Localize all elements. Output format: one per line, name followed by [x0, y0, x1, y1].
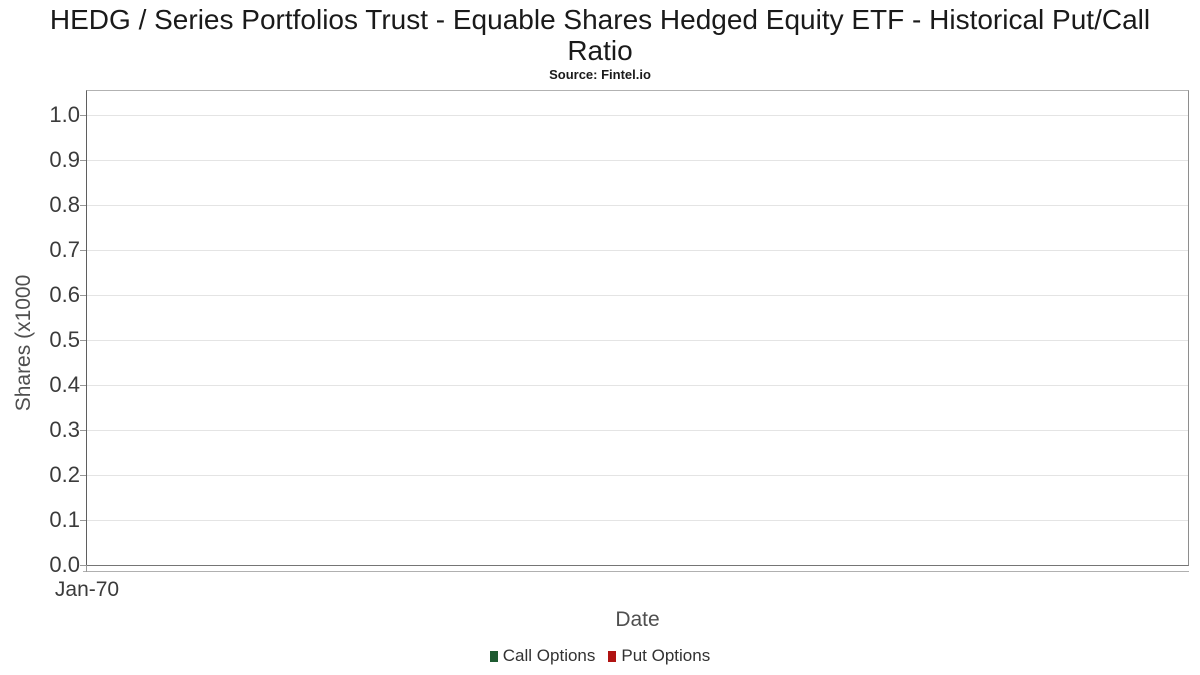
- put-options-swatch-icon: [608, 650, 617, 662]
- legend-item-call-options[interactable]: Call Options: [489, 646, 596, 666]
- y-tick-mark: [80, 115, 86, 116]
- y-tick-label: 1.0: [49, 102, 80, 127]
- y-tick-mark: [80, 475, 86, 476]
- gridline: [87, 295, 1188, 296]
- chart-title: HEDG / Series Portfolios Trust - Equable…: [49, 4, 1151, 66]
- y-tick-mark: [80, 385, 86, 386]
- legend-label-call-options: Call Options: [502, 646, 596, 665]
- legend: Call Options Put Options: [0, 646, 1200, 666]
- y-tick-label: 0.4: [49, 372, 80, 397]
- gridline: [87, 475, 1188, 476]
- plot-area: [86, 90, 1189, 566]
- x-axis-title: Date: [615, 608, 660, 631]
- y-tick-label: 0.3: [49, 417, 80, 442]
- chart-source-subtitle: Source: Fintel.io: [549, 67, 651, 82]
- legend-item-put-options[interactable]: Put Options: [608, 646, 710, 666]
- y-tick-mark: [80, 430, 86, 431]
- gridline: [87, 250, 1188, 251]
- x-tick-label: Jan-70: [54, 578, 120, 601]
- y-tick-label: 0.7: [49, 237, 80, 262]
- gridline: [87, 115, 1188, 116]
- x-tick-mark: [86, 565, 87, 572]
- y-tick-label: 0.6: [49, 282, 80, 307]
- y-tick-mark: [80, 565, 86, 566]
- y-tick-mark: [80, 340, 86, 341]
- gridline: [87, 160, 1188, 161]
- gridline: [87, 205, 1188, 206]
- gridline: [87, 385, 1188, 386]
- y-tick-label: 0.0: [49, 552, 80, 577]
- gridline: [87, 520, 1188, 521]
- x-axis-line: [83, 571, 1189, 572]
- y-tick-mark: [80, 250, 86, 251]
- y-tick-label: 0.9: [49, 147, 80, 172]
- y-tick-label: 0.8: [49, 192, 80, 217]
- call-options-swatch-icon: [489, 650, 498, 662]
- y-tick-label: 0.1: [49, 507, 80, 532]
- gridline: [87, 430, 1188, 431]
- gridline: [87, 340, 1188, 341]
- y-tick-label: 0.2: [49, 462, 80, 487]
- y-tick-mark: [80, 160, 86, 161]
- y-tick-label: 0.5: [49, 327, 80, 352]
- y-tick-mark: [80, 205, 86, 206]
- y-tick-mark: [80, 520, 86, 521]
- legend-label-put-options: Put Options: [621, 646, 711, 665]
- y-tick-mark: [80, 295, 86, 296]
